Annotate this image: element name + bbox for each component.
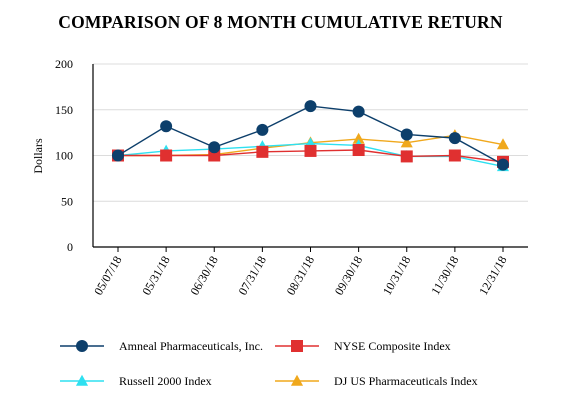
gridlines <box>93 63 528 202</box>
x-tick-label: 05/31/18 <box>139 254 172 298</box>
data-point <box>400 150 413 163</box>
legend-swatch-marker <box>76 340 88 352</box>
data-point <box>208 141 221 154</box>
legend-swatch-marker <box>291 340 303 352</box>
y-tick-label: 100 <box>55 149 73 163</box>
data-point <box>448 149 461 162</box>
data-point <box>400 136 413 148</box>
data-point <box>304 100 317 113</box>
x-tick-labels: 05/07/18 05/31/18 06/30/18 07/31/18 08/31/18… <box>91 254 509 298</box>
data-point <box>497 158 509 171</box>
legend-swatch-marker <box>290 374 304 386</box>
legend-item: DJ US Pharmaceuticals Index <box>275 374 478 388</box>
data-point <box>160 120 173 133</box>
legend-label: Amneal Pharmaceuticals, Inc. <box>119 339 263 353</box>
data-point <box>448 132 461 145</box>
data-point <box>160 149 173 162</box>
x-tick-label: 07/31/18 <box>236 254 269 298</box>
x-tick-label: 11/30/18 <box>428 254 461 298</box>
data-point <box>496 138 510 150</box>
x-tick-label: 09/30/18 <box>332 254 365 298</box>
legend-item: Amneal Pharmaceuticals, Inc. <box>60 339 263 353</box>
data-point <box>352 144 365 157</box>
y-axis-label: Dollars <box>31 138 45 174</box>
legend-item: NYSE Composite Index <box>275 339 451 353</box>
chart-title: COMPARISON OF 8 MONTH CUMULATIVE RETURN <box>58 12 503 32</box>
axes <box>92 64 528 252</box>
data-point <box>352 105 365 118</box>
legend-label: NYSE Composite Index <box>334 339 451 353</box>
x-tick-label: 08/31/18 <box>284 254 317 298</box>
y-tick-label: 0 <box>67 240 73 254</box>
series-amneal-pharmaceuticals-inc <box>112 100 509 171</box>
data-point <box>352 132 365 144</box>
series-group <box>111 100 510 172</box>
data-point <box>112 149 124 162</box>
data-point <box>256 123 269 136</box>
y-tick-label: 50 <box>61 194 73 208</box>
data-point <box>208 149 221 162</box>
data-point <box>400 128 413 141</box>
y-tick-label: 150 <box>55 103 73 117</box>
legend-item: Russell 2000 Index <box>60 374 212 388</box>
x-tick-label: 10/31/18 <box>380 254 413 298</box>
x-tick-label: 06/30/18 <box>187 254 220 298</box>
data-point <box>256 145 269 158</box>
legend: Amneal Pharmaceuticals, Inc. NYSE Composi… <box>60 339 478 388</box>
y-tick-label: 200 <box>55 57 73 71</box>
x-tick-label: 12/31/18 <box>476 254 509 298</box>
legend-label: DJ US Pharmaceuticals Index <box>334 374 478 388</box>
x-tick-label: 05/07/18 <box>91 254 124 298</box>
legend-label: Russell 2000 Index <box>119 374 212 388</box>
legend-swatch-marker <box>75 374 89 386</box>
data-point <box>304 144 317 157</box>
series-nyse-composite-index <box>112 144 509 168</box>
y-tick-labels: 0 50 100 150 200 <box>55 57 73 254</box>
